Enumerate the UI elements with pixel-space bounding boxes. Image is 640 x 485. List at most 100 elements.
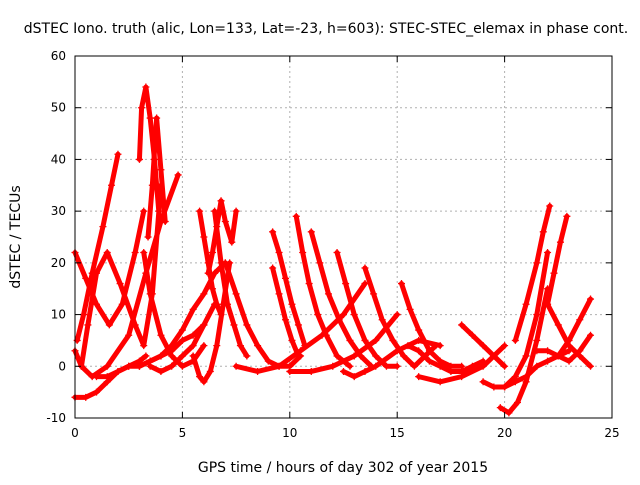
data-point: [415, 373, 423, 381]
data-point: [511, 378, 519, 386]
y-axis-title: dSTEC / TECUs: [8, 185, 24, 288]
series-arc-16: [211, 207, 251, 360]
data-point: [533, 336, 541, 344]
data-point: [292, 212, 300, 220]
data-point: [142, 352, 150, 360]
data-point: [406, 305, 414, 313]
data-point: [533, 347, 541, 355]
data-point: [544, 347, 552, 355]
data-point: [436, 362, 444, 370]
x-tick-label: 15: [390, 426, 405, 440]
data-point: [479, 378, 487, 386]
data-point: [400, 352, 408, 360]
data-point: [217, 311, 225, 319]
data-point: [82, 393, 90, 401]
data-point: [221, 217, 229, 225]
data-point: [153, 114, 161, 122]
data-point: [200, 342, 208, 350]
data-point: [196, 373, 204, 381]
data-point: [144, 233, 152, 241]
data-point: [501, 383, 509, 391]
data-point: [264, 357, 272, 365]
data-point: [125, 331, 133, 339]
y-tick-label: 50: [51, 101, 66, 115]
data-point: [243, 352, 251, 360]
data-point: [350, 352, 358, 360]
data-point: [294, 321, 302, 329]
data-point: [92, 388, 100, 396]
data-point: [286, 367, 294, 375]
data-point: [350, 373, 358, 381]
data-point: [288, 336, 296, 344]
data-point: [393, 347, 401, 355]
data-point: [565, 357, 573, 365]
data-point: [436, 342, 444, 350]
data-point: [196, 207, 204, 215]
data-point: [501, 342, 509, 350]
data-point: [208, 249, 216, 257]
data-point: [533, 362, 541, 370]
data-point: [318, 331, 326, 339]
data-point: [168, 342, 176, 350]
data-point: [178, 336, 186, 344]
data-point: [269, 228, 277, 236]
data-point: [544, 357, 552, 365]
series-arc-30: [458, 321, 509, 370]
x-axis-title: GPS time / hours of day 302 of year 2015: [198, 460, 488, 476]
x-tick-label: 20: [497, 426, 512, 440]
data-point: [178, 326, 186, 334]
data-point: [389, 336, 397, 344]
data-point: [329, 362, 337, 370]
data-point: [275, 290, 283, 298]
data-point: [372, 362, 380, 370]
series-arc-19: [269, 264, 302, 360]
plot-frame: [74, 55, 613, 419]
data-point: [146, 114, 154, 122]
data-point: [346, 336, 354, 344]
data-point: [563, 212, 571, 220]
data-point: [92, 373, 100, 381]
data-point: [140, 207, 148, 215]
data-point: [415, 336, 423, 344]
data-point: [204, 269, 212, 277]
data-point: [324, 290, 332, 298]
data-point: [533, 259, 541, 267]
data-point: [576, 316, 584, 324]
data-point: [576, 347, 584, 355]
data-point: [372, 336, 380, 344]
data-point: [148, 181, 156, 189]
series-line: [555, 296, 594, 359]
data-point: [157, 352, 165, 360]
data-point: [135, 362, 143, 370]
data-point: [232, 290, 240, 298]
data-point: [361, 280, 369, 288]
data-point: [103, 373, 111, 381]
data-point: [116, 280, 124, 288]
data-point: [361, 264, 369, 272]
data-point: [350, 311, 358, 319]
data-point: [533, 311, 541, 319]
series-arc-38: [554, 295, 595, 360]
series-arc-10: [92, 352, 165, 381]
data-point: [397, 280, 405, 288]
series-arc-25: [232, 280, 369, 375]
x-tick-label: 0: [71, 426, 79, 440]
data-point: [224, 300, 232, 308]
data-point: [505, 409, 513, 417]
data-point: [415, 326, 423, 334]
data-point: [84, 321, 92, 329]
data-point: [168, 362, 176, 370]
data-point: [206, 367, 214, 375]
data-point: [333, 249, 341, 257]
data-point: [221, 259, 229, 267]
data-point: [275, 249, 283, 257]
data-point: [157, 331, 165, 339]
series-line: [545, 213, 570, 307]
data-point: [340, 311, 347, 319]
data-point: [314, 311, 322, 319]
data-point: [131, 249, 139, 257]
data-point: [174, 171, 182, 179]
data-point: [213, 300, 221, 308]
data-point: [140, 342, 148, 350]
series-arc-2: [73, 150, 122, 344]
